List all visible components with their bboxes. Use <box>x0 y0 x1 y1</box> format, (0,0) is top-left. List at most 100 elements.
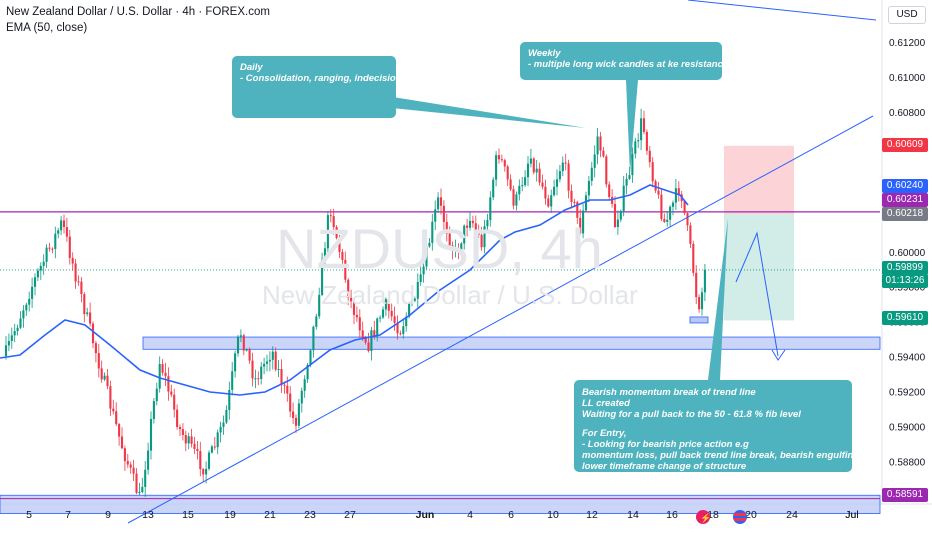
candle-body[interactable] <box>489 197 492 220</box>
candle-body[interactable] <box>25 304 28 311</box>
candle-body[interactable] <box>645 131 648 151</box>
candle-body[interactable] <box>332 216 335 228</box>
candle-body[interactable] <box>286 385 289 394</box>
candle-body[interactable] <box>129 464 132 468</box>
candle-body[interactable] <box>45 247 48 262</box>
candle-body[interactable] <box>367 342 370 352</box>
candle-body[interactable] <box>671 202 675 207</box>
candle-body[interactable] <box>379 317 382 319</box>
candle-body[interactable] <box>62 220 66 228</box>
candle-body[interactable] <box>216 432 219 448</box>
candle-body[interactable] <box>199 451 202 470</box>
candle-body[interactable] <box>663 218 666 222</box>
candle-body[interactable] <box>370 330 373 352</box>
candle-body[interactable] <box>13 331 16 336</box>
candle-body[interactable] <box>451 245 454 251</box>
candle-body[interactable] <box>141 486 144 492</box>
candle-body[interactable] <box>654 181 657 191</box>
candle-body[interactable] <box>344 259 347 280</box>
candle-body[interactable] <box>254 378 257 380</box>
candle-body[interactable] <box>555 179 559 187</box>
candle-body[interactable] <box>428 242 431 247</box>
candle-body[interactable] <box>509 179 512 190</box>
candle-body[interactable] <box>521 185 524 187</box>
candle-body[interactable] <box>144 469 147 487</box>
take-profit-zone[interactable] <box>724 214 794 321</box>
candle-body[interactable] <box>164 372 167 377</box>
price-label[interactable]: 0.60231 <box>882 193 928 207</box>
candle-body[interactable] <box>611 196 614 204</box>
candle-body[interactable] <box>225 409 228 423</box>
candle-body[interactable] <box>381 309 385 318</box>
candle-body[interactable] <box>625 178 628 186</box>
candle-body[interactable] <box>582 210 585 234</box>
candle-body[interactable] <box>442 205 445 222</box>
candle-body[interactable] <box>590 167 593 181</box>
weekly-callout[interactable]: Weekly - multiple long wick candles at k… <box>520 42 728 80</box>
candle-body[interactable] <box>692 243 695 273</box>
projection-path[interactable] <box>735 231 779 357</box>
candle-body[interactable] <box>132 467 135 474</box>
candle-body[interactable] <box>376 318 379 337</box>
candle-body[interactable] <box>289 393 292 412</box>
candle-body[interactable] <box>457 248 460 251</box>
candle-body[interactable] <box>280 369 283 385</box>
candle-body[interactable] <box>608 184 611 197</box>
candle-body[interactable] <box>619 210 622 220</box>
candle-body[interactable] <box>245 349 248 351</box>
candle-body[interactable] <box>648 150 651 163</box>
candle-body[interactable] <box>448 233 451 246</box>
candle-body[interactable] <box>205 468 208 475</box>
chart-title[interactable]: New Zealand Dollar / U.S. Dollar · 4h · … <box>6 6 270 18</box>
candle-body[interactable] <box>213 446 216 448</box>
candle-body[interactable] <box>242 335 245 351</box>
price-axis[interactable] <box>882 0 932 504</box>
currency-button[interactable]: USD <box>888 6 926 24</box>
candle-body[interactable] <box>80 281 83 295</box>
candle-body[interactable] <box>4 345 8 356</box>
candle-body[interactable] <box>54 233 57 249</box>
candle-body[interactable] <box>335 227 338 238</box>
candle-body[interactable] <box>689 225 692 244</box>
ema-legend[interactable]: EMA (50, close) <box>6 22 88 34</box>
candle-body[interactable] <box>503 160 506 167</box>
candle-body[interactable] <box>613 203 617 227</box>
candle-body[interactable] <box>474 223 477 231</box>
candle-body[interactable] <box>123 448 126 462</box>
candle-body[interactable] <box>338 237 341 252</box>
candle-body[interactable] <box>152 401 155 419</box>
daily-callout[interactable]: Daily - Consolidation, ranging, indecisi… <box>232 56 402 118</box>
candle-body[interactable] <box>260 366 263 379</box>
candle-body[interactable] <box>529 158 532 164</box>
candle-body[interactable] <box>315 316 318 327</box>
candle-body[interactable] <box>109 386 112 409</box>
candle-body[interactable] <box>155 388 158 402</box>
candle-body[interactable] <box>350 297 353 302</box>
candle-body[interactable] <box>419 274 422 282</box>
price-label[interactable]: 0.59899 <box>882 261 928 275</box>
candle-body[interactable] <box>564 162 567 164</box>
candle-body[interactable] <box>567 163 570 191</box>
candle-body[interactable] <box>173 394 176 410</box>
candle-body[interactable] <box>466 225 469 228</box>
candle-body[interactable] <box>698 297 701 310</box>
flag-icon[interactable] <box>733 510 747 524</box>
candle-body[interactable] <box>593 154 596 168</box>
candle-body[interactable] <box>39 265 42 271</box>
candle-body[interactable] <box>352 301 356 315</box>
candle-body[interactable] <box>573 202 576 204</box>
candle-body[interactable] <box>300 390 303 404</box>
candle-body[interactable] <box>22 310 25 319</box>
candle-body[interactable] <box>219 426 222 433</box>
candle-body[interactable] <box>193 443 196 449</box>
candle-body[interactable] <box>103 375 106 380</box>
candle-body[interactable] <box>434 209 437 222</box>
candle-body[interactable] <box>68 236 71 258</box>
candle-body[interactable] <box>535 168 538 173</box>
candle-body[interactable] <box>553 186 556 196</box>
candle-body[interactable] <box>506 166 509 180</box>
candle-body[interactable] <box>642 118 646 132</box>
bearish-callout[interactable]: Bearish momentum break of trend line LL … <box>574 380 862 472</box>
